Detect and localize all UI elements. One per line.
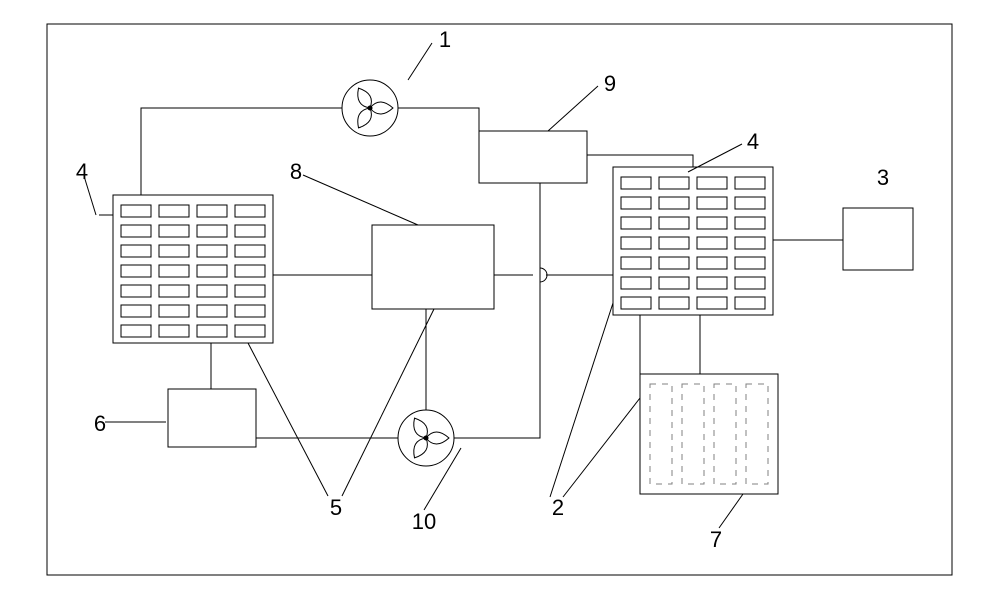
label-l2: 2 (552, 495, 564, 521)
label-l1: 1 (439, 27, 451, 53)
label-l7: 7 (710, 527, 722, 553)
label-l3: 3 (877, 165, 889, 191)
label-l5: 5 (330, 495, 342, 521)
label-l4a: 4 (747, 129, 759, 155)
label-l6: 6 (94, 411, 106, 437)
label-l9: 9 (604, 71, 616, 97)
label-l4b: 4 (76, 159, 88, 185)
label-l10: 10 (412, 509, 436, 535)
label-l8: 8 (290, 159, 302, 185)
